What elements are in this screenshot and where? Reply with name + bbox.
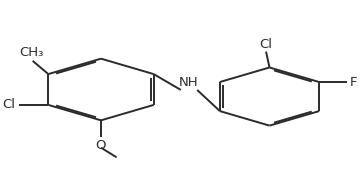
Text: NH: NH [179,76,198,89]
Text: O: O [96,139,106,152]
Text: CH₃: CH₃ [19,46,43,59]
Text: Cl: Cl [260,38,273,51]
Text: Cl: Cl [2,98,15,111]
Text: F: F [350,76,357,88]
